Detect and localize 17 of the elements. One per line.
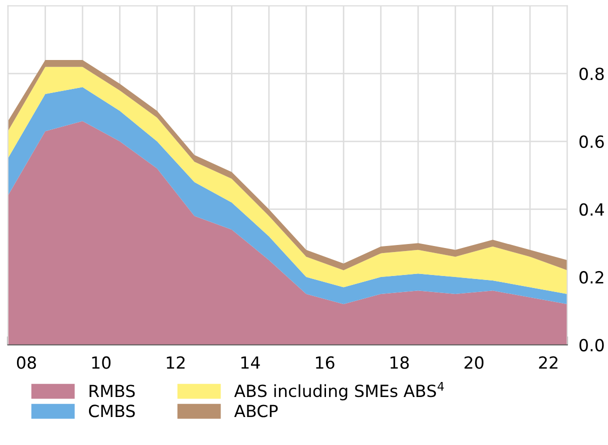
- x-tick-label: 20: [464, 356, 484, 369]
- y-tick-label: 0.8: [579, 68, 604, 80]
- x-tick-label: 18: [390, 356, 409, 369]
- x-tick-label: 14: [241, 356, 260, 369]
- x-tick-label: 10: [92, 356, 111, 369]
- legend-label: ABCP: [234, 404, 278, 418]
- y-tick-label: 0.4: [579, 203, 604, 216]
- y-tick-label: 0.2: [579, 271, 604, 284]
- legend-label: CMBS: [88, 404, 135, 418]
- legend-label: RMBS: [90, 384, 135, 398]
- y-tick-label: 0.0: [579, 338, 604, 352]
- y-tick-label: 0.6: [579, 135, 604, 148]
- x-tick-label: 08: [16, 356, 36, 369]
- legend-label: ABS including SMEs ABS$^{4}$: [234, 382, 444, 400]
- x-tick-label: 22: [539, 356, 558, 369]
- x-tick-label: 12: [166, 356, 185, 369]
- x-tick-label: 16: [316, 356, 334, 369]
